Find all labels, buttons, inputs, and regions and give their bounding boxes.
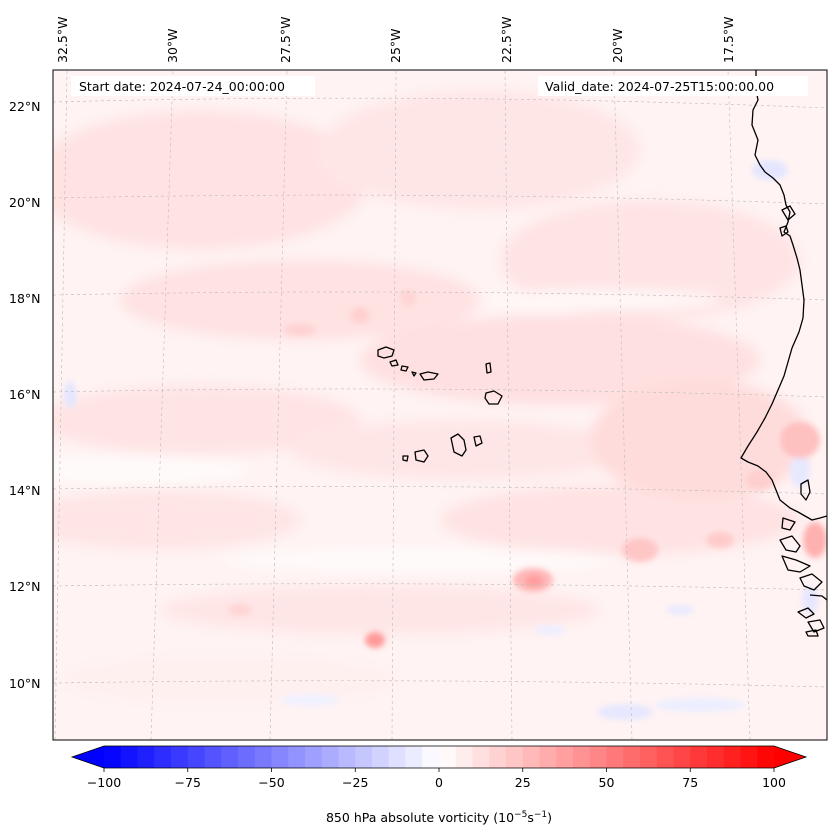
- colorbar-cell: [288, 746, 306, 768]
- colorbar: −100 −75 −50 −25 0 25 50 75 100 850 hPa absolute…: [70, 745, 808, 825]
- colorbar-cell: [740, 746, 758, 768]
- lon-label-32-5w: 32.5°W: [55, 17, 70, 63]
- lon-label-22-5w: 22.5°W: [499, 17, 514, 63]
- colorbar-tick-label: −100: [87, 775, 121, 790]
- colorbar-cell: [573, 746, 591, 768]
- colorbar-cell: [556, 746, 574, 768]
- map-panel: Start date: 2024-07-24_00:00:00 Valid_da…: [52, 69, 828, 741]
- colorbar-cell: [422, 746, 440, 768]
- longitude-labels: 32.5°W 30°W 27.5°W 25°W 22.5°W 20°W 17.5…: [55, 17, 736, 63]
- colorbar-tick-label: −25: [342, 775, 368, 790]
- colorbar-cell: [640, 746, 658, 768]
- colorbar-tick-label: −50: [258, 775, 284, 790]
- colorbar-cell: [338, 746, 356, 768]
- colorbar-tick-label: −75: [175, 775, 201, 790]
- lat-label-10n: 10°N: [9, 676, 41, 691]
- colorbar-cell: [388, 746, 406, 768]
- colorbar-cell: [623, 746, 641, 768]
- colorbar-tick-label: 25: [515, 775, 531, 790]
- lon-label-30w: 30°W: [165, 28, 180, 63]
- colorbar-cell: [757, 746, 775, 768]
- colorbar-label: 850 hPa absolute vorticity (10−5s−1): [326, 810, 552, 825]
- colorbar-cell: [221, 746, 239, 768]
- cape-verde-islands: [377, 346, 503, 463]
- colorbar-cell: [405, 746, 423, 768]
- colorbar-cell: [656, 746, 674, 768]
- colorbar-cell: [455, 746, 473, 768]
- map-frame: [52, 69, 828, 741]
- colorbar-tick-label: 75: [682, 775, 698, 790]
- lat-label-12n: 12°N: [9, 579, 41, 594]
- lon-label-17-5w: 17.5°W: [721, 17, 736, 63]
- valid-date-label: Valid_date: 2024-07-25T15:00:00.00: [545, 79, 774, 94]
- colorbar-cell: [187, 746, 205, 768]
- colorbar-cell: [690, 746, 708, 768]
- colorbar-cell: [673, 746, 691, 768]
- colorbar-cell: [321, 746, 339, 768]
- start-date-label: Start date: 2024-07-24_00:00:00: [79, 79, 285, 94]
- colorbar-ticks: −100 −75 −50 −25 0 25 50 75 100: [87, 768, 786, 790]
- colorbar-cell: [439, 746, 457, 768]
- colorbar-cells: [104, 746, 775, 768]
- coastline: [377, 70, 827, 637]
- colorbar-extend-low: [72, 746, 104, 768]
- colorbar-cell: [372, 746, 390, 768]
- colorbar-cell: [539, 746, 557, 768]
- colorbar-cell: [589, 746, 607, 768]
- colorbar-cell: [204, 746, 222, 768]
- colorbar-cell: [723, 746, 741, 768]
- lon-label-27-5w: 27.5°W: [278, 17, 293, 63]
- colorbar-cell: [254, 746, 272, 768]
- colorbar-cell: [271, 746, 289, 768]
- colorbar-cell: [171, 746, 189, 768]
- vorticity-field: [53, 90, 827, 720]
- colorbar-cell: [137, 746, 155, 768]
- lat-label-18n: 18°N: [9, 291, 41, 306]
- graticule: [53, 70, 827, 740]
- colorbar-cell: [472, 746, 490, 768]
- colorbar-cell: [489, 746, 507, 768]
- colorbar-cell: [707, 746, 725, 768]
- lon-label-20w: 20°W: [610, 28, 625, 63]
- lat-label-22n: 22°N: [9, 99, 41, 114]
- colorbar-cell: [305, 746, 323, 768]
- lon-label-25w: 25°W: [388, 28, 403, 63]
- colorbar-cell: [522, 746, 540, 768]
- colorbar-cell: [238, 746, 256, 768]
- colorbar-cell: [355, 746, 373, 768]
- lat-label-20n: 20°N: [9, 195, 41, 210]
- latitude-labels: 22°N 20°N 18°N 16°N 14°N 12°N 10°N: [9, 99, 41, 691]
- colorbar-tick-label: 100: [762, 775, 786, 790]
- lat-label-16n: 16°N: [9, 387, 41, 402]
- colorbar-cell: [104, 746, 122, 768]
- colorbar-cell: [606, 746, 624, 768]
- colorbar-cell: [506, 746, 524, 768]
- lat-label-14n: 14°N: [9, 483, 41, 498]
- colorbar-cell: [154, 746, 172, 768]
- colorbar-extend-high: [774, 746, 806, 768]
- west-africa-coastline: [740, 70, 827, 521]
- colorbar-tick-label: 0: [435, 775, 443, 790]
- colorbar-tick-label: 50: [599, 775, 615, 790]
- colorbar-cell: [120, 746, 138, 768]
